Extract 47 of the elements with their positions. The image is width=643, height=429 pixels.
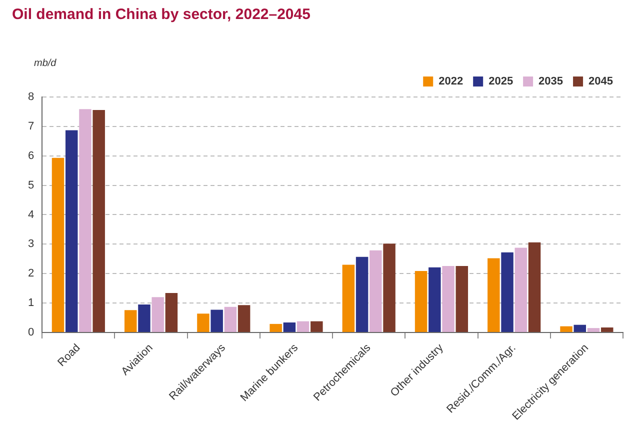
legend-label: 2022 [438,76,464,88]
y-tick-label: 1 [28,297,34,310]
bar [342,264,355,332]
bar [79,109,92,332]
bar [501,252,514,332]
legend-label: 2025 [488,76,514,88]
bar [414,270,428,332]
y-tick-label: 4 [28,208,34,221]
bar [224,306,237,332]
y-tick-label: 8 [28,91,34,104]
bar [310,321,323,332]
bar [52,158,64,332]
y-axis-title: mb/d [34,58,56,69]
bar [270,324,282,332]
bar [488,258,500,332]
bar [65,130,78,332]
y-tick-label: 2 [28,268,34,280]
bar [283,322,296,332]
bar [428,267,441,332]
bar [165,293,178,332]
y-tick-label: 5 [28,179,34,192]
bar [600,327,614,332]
chart-title: Oil demand in China by sector, 2022–2045 [12,6,310,23]
y-tick-label: 6 [28,150,34,162]
bar [370,250,382,332]
y-tick-label: 7 [28,120,34,132]
bar [210,310,223,332]
bar [238,305,250,332]
y-tick-label: 3 [28,238,34,250]
bar [92,110,105,332]
bar [197,314,210,332]
bar [587,328,600,332]
bar [124,310,137,332]
bar [560,326,572,332]
legend-label: 2035 [538,76,564,88]
legend-label: 2045 [588,76,614,88]
bar [138,304,150,332]
bar [514,248,528,332]
bar [152,297,164,332]
y-tick-label: 0 [28,326,34,338]
bar [383,244,396,332]
bar [356,256,368,332]
bar [296,321,310,332]
bar [574,324,586,332]
bar [528,242,541,332]
bar [442,266,454,332]
bar [456,266,468,332]
